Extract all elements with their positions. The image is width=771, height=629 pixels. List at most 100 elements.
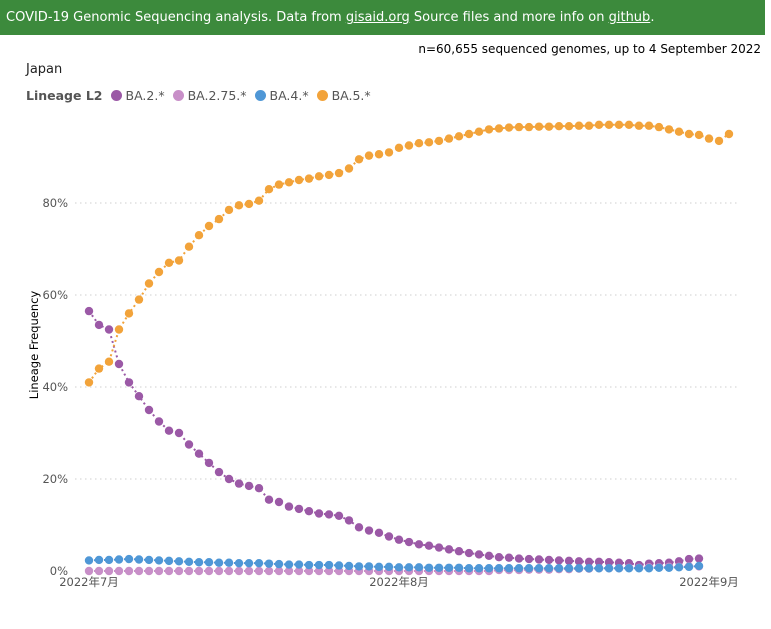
point-1-4 xyxy=(124,566,134,576)
point-3-22 xyxy=(304,174,314,183)
point-2-61 xyxy=(694,561,704,571)
banner-text-middle: Source files and more info on xyxy=(409,10,609,25)
point-3-45 xyxy=(534,122,544,131)
point-2-9 xyxy=(174,557,184,566)
point-0-27 xyxy=(354,523,364,532)
point-1-22 xyxy=(304,566,314,576)
point-2-32 xyxy=(404,563,414,572)
legend-swatch-ba4 xyxy=(254,90,266,101)
point-3-26 xyxy=(344,164,354,173)
point-0-30 xyxy=(384,532,394,541)
point-1-23 xyxy=(314,566,324,576)
genome-count: n=60,655 sequenced genomes, up to 4 Sept… xyxy=(418,42,761,56)
point-0-21 xyxy=(294,504,304,514)
point-3-15 xyxy=(234,201,244,210)
point-0-31 xyxy=(394,535,404,544)
point-0-12 xyxy=(204,458,214,468)
point-0-51 xyxy=(594,557,604,566)
legend-label-ba2: BA.2.* xyxy=(125,88,165,103)
point-3-64 xyxy=(724,129,734,139)
y-tick-label-20: 20% xyxy=(42,472,68,486)
point-1-20 xyxy=(284,566,294,576)
point-3-28 xyxy=(364,151,374,160)
point-3-57 xyxy=(654,122,664,132)
point-3-16 xyxy=(244,199,254,209)
point-2-10 xyxy=(184,557,194,566)
point-2-59 xyxy=(674,563,684,572)
point-0-60 xyxy=(684,554,694,564)
y-tick-label-60: 60% xyxy=(42,288,68,302)
point-3-39 xyxy=(474,127,484,136)
point-0-5 xyxy=(134,392,144,401)
point-2-8 xyxy=(164,556,174,566)
point-3-1 xyxy=(94,364,104,373)
point-3-13 xyxy=(214,214,224,224)
point-3-60 xyxy=(684,129,694,139)
legend-item-ba275[interactable]: BA.2.75.* xyxy=(172,88,247,103)
point-2-46 xyxy=(544,564,554,573)
point-0-4 xyxy=(124,378,134,387)
github-link[interactable]: github xyxy=(608,10,651,25)
point-3-54 xyxy=(624,120,634,129)
y-axis-ticks: 0% 20% 40% 60% 80% xyxy=(42,196,68,578)
point-1-7 xyxy=(154,566,164,576)
point-2-11 xyxy=(194,558,204,567)
point-0-36 xyxy=(444,545,454,554)
point-0-61 xyxy=(694,554,704,563)
point-0-24 xyxy=(324,510,334,519)
point-0-44 xyxy=(524,554,534,564)
point-0-42 xyxy=(504,553,514,562)
point-2-20 xyxy=(284,560,294,569)
point-0-15 xyxy=(234,479,244,488)
point-2-19 xyxy=(274,559,284,569)
gisaid-link[interactable]: gisaid.org xyxy=(345,10,410,25)
legend-item-ba5[interactable]: BA.5.* xyxy=(316,88,371,103)
point-3-48 xyxy=(564,121,574,131)
point-0-26 xyxy=(344,516,354,525)
point-0-37 xyxy=(454,547,464,556)
legend-swatch-ba275 xyxy=(172,90,184,101)
point-3-21 xyxy=(294,175,304,185)
point-3-47 xyxy=(554,121,564,131)
point-3-18 xyxy=(264,185,274,194)
point-2-25 xyxy=(334,561,344,570)
point-3-44 xyxy=(524,122,534,132)
point-0-16 xyxy=(244,481,254,491)
point-0-10 xyxy=(184,440,194,449)
point-3-25 xyxy=(334,168,344,178)
point-0-11 xyxy=(194,449,204,458)
point-0-3 xyxy=(114,359,124,369)
point-0-34 xyxy=(424,541,434,550)
point-2-24 xyxy=(324,560,334,570)
point-0-41 xyxy=(494,553,504,562)
grid-lines xyxy=(75,202,740,480)
point-1-19 xyxy=(274,566,284,576)
point-3-42 xyxy=(504,123,514,132)
point-3-36 xyxy=(444,134,454,143)
point-2-51 xyxy=(594,564,604,573)
point-1-9 xyxy=(174,566,184,576)
banner-text-end: . xyxy=(650,10,655,25)
legend-item-ba2[interactable]: BA.2.* xyxy=(110,88,165,103)
point-2-58 xyxy=(664,563,674,572)
point-1-24 xyxy=(324,566,334,576)
legend-item-ba4[interactable]: BA.4.* xyxy=(254,88,309,103)
point-3-27 xyxy=(354,155,364,164)
point-2-0 xyxy=(84,556,94,565)
point-2-60 xyxy=(684,562,694,572)
point-3-8 xyxy=(164,258,174,267)
point-0-1 xyxy=(94,320,104,330)
point-3-23 xyxy=(314,172,324,181)
point-2-2 xyxy=(104,555,114,565)
point-3-32 xyxy=(404,141,414,150)
point-0-0 xyxy=(84,306,94,316)
point-3-51 xyxy=(594,120,604,129)
point-2-18 xyxy=(264,559,274,568)
x-tick-label-2: 2022年9月 xyxy=(679,575,739,589)
point-3-41 xyxy=(494,124,504,133)
point-2-39 xyxy=(474,564,484,573)
point-3-33 xyxy=(414,139,424,148)
point-1-1 xyxy=(94,566,104,576)
legend-title: Lineage L2 xyxy=(26,88,103,103)
point-3-62 xyxy=(704,134,714,143)
